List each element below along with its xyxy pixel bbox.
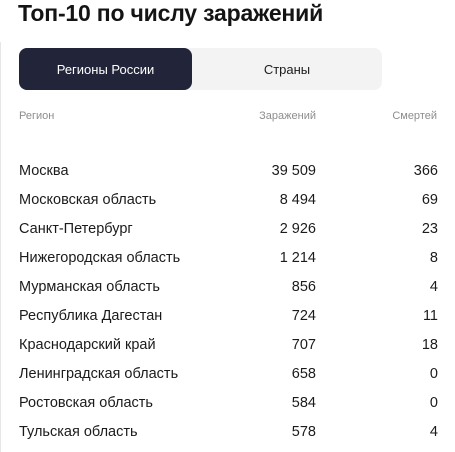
table-header: Регион Заражений Смертей <box>19 110 437 126</box>
table-body: Москва 39 509 366 Московская область 8 4… <box>19 160 438 450</box>
cell-deaths: 4 <box>429 279 438 295</box>
cell-region: Московская область <box>19 192 157 208</box>
header-deaths[interactable]: Смертей <box>392 110 437 122</box>
cell-deaths: 23 <box>421 221 438 237</box>
table-row: Санкт-Петербург 2 926 23 <box>19 218 438 247</box>
cell-region: Ростовская область <box>19 395 153 411</box>
cell-deaths: 18 <box>421 337 438 353</box>
table-row: Московская область 8 494 69 <box>19 189 438 218</box>
cell-region: Ленинградская область <box>19 366 179 382</box>
table-row: Краснодарский край 707 18 <box>19 334 438 363</box>
cell-infections: 39 509 <box>271 163 316 179</box>
card-border <box>0 42 1 452</box>
cell-region: Санкт-Петербург <box>19 221 133 237</box>
header-region[interactable]: Регион <box>19 110 55 122</box>
cell-deaths: 366 <box>413 163 438 179</box>
cell-deaths: 4 <box>429 424 438 440</box>
cell-infections: 658 <box>291 366 316 382</box>
cell-infections: 8 494 <box>279 192 316 208</box>
cell-region: Краснодарский край <box>19 337 156 353</box>
cell-infections: 724 <box>291 308 316 324</box>
cell-region: Тульская область <box>19 424 138 440</box>
header-infections[interactable]: Заражений <box>259 110 316 122</box>
cell-infections: 856 <box>291 279 316 295</box>
cell-deaths: 11 <box>422 308 438 324</box>
table-row: Тульская область 578 4 <box>19 421 438 450</box>
cell-deaths: 0 <box>429 395 438 411</box>
tab-switcher: Регионы России Страны <box>19 48 382 90</box>
cell-region: Мурманская область <box>19 279 160 295</box>
cell-region: Нижегородская область <box>19 250 181 266</box>
table-row: Ленинградская область 658 0 <box>19 363 438 392</box>
table-row: Мурманская область 856 4 <box>19 276 438 305</box>
cell-region: Москва <box>19 163 69 179</box>
cell-infections: 2 926 <box>279 221 316 237</box>
cell-deaths: 8 <box>429 250 438 266</box>
table-row: Москва 39 509 366 <box>19 160 438 189</box>
cell-infections: 1 214 <box>279 250 316 266</box>
table-row: Нижегородская область 1 214 8 <box>19 247 438 276</box>
cell-infections: 578 <box>291 424 316 440</box>
cell-region: Республика Дагестан <box>19 308 163 324</box>
tab-countries[interactable]: Страны <box>263 61 311 77</box>
tab-russian-regions[interactable]: Регионы России <box>19 48 192 90</box>
cell-infections: 584 <box>291 395 316 411</box>
cell-infections: 707 <box>291 337 316 353</box>
cell-deaths: 69 <box>421 192 438 208</box>
page-title: Топ-10 по числу заражений <box>18 0 324 26</box>
cell-deaths: 0 <box>429 366 438 382</box>
table-row: Ростовская область 584 0 <box>19 392 438 421</box>
table-row: Республика Дагестан 724 11 <box>19 305 438 334</box>
